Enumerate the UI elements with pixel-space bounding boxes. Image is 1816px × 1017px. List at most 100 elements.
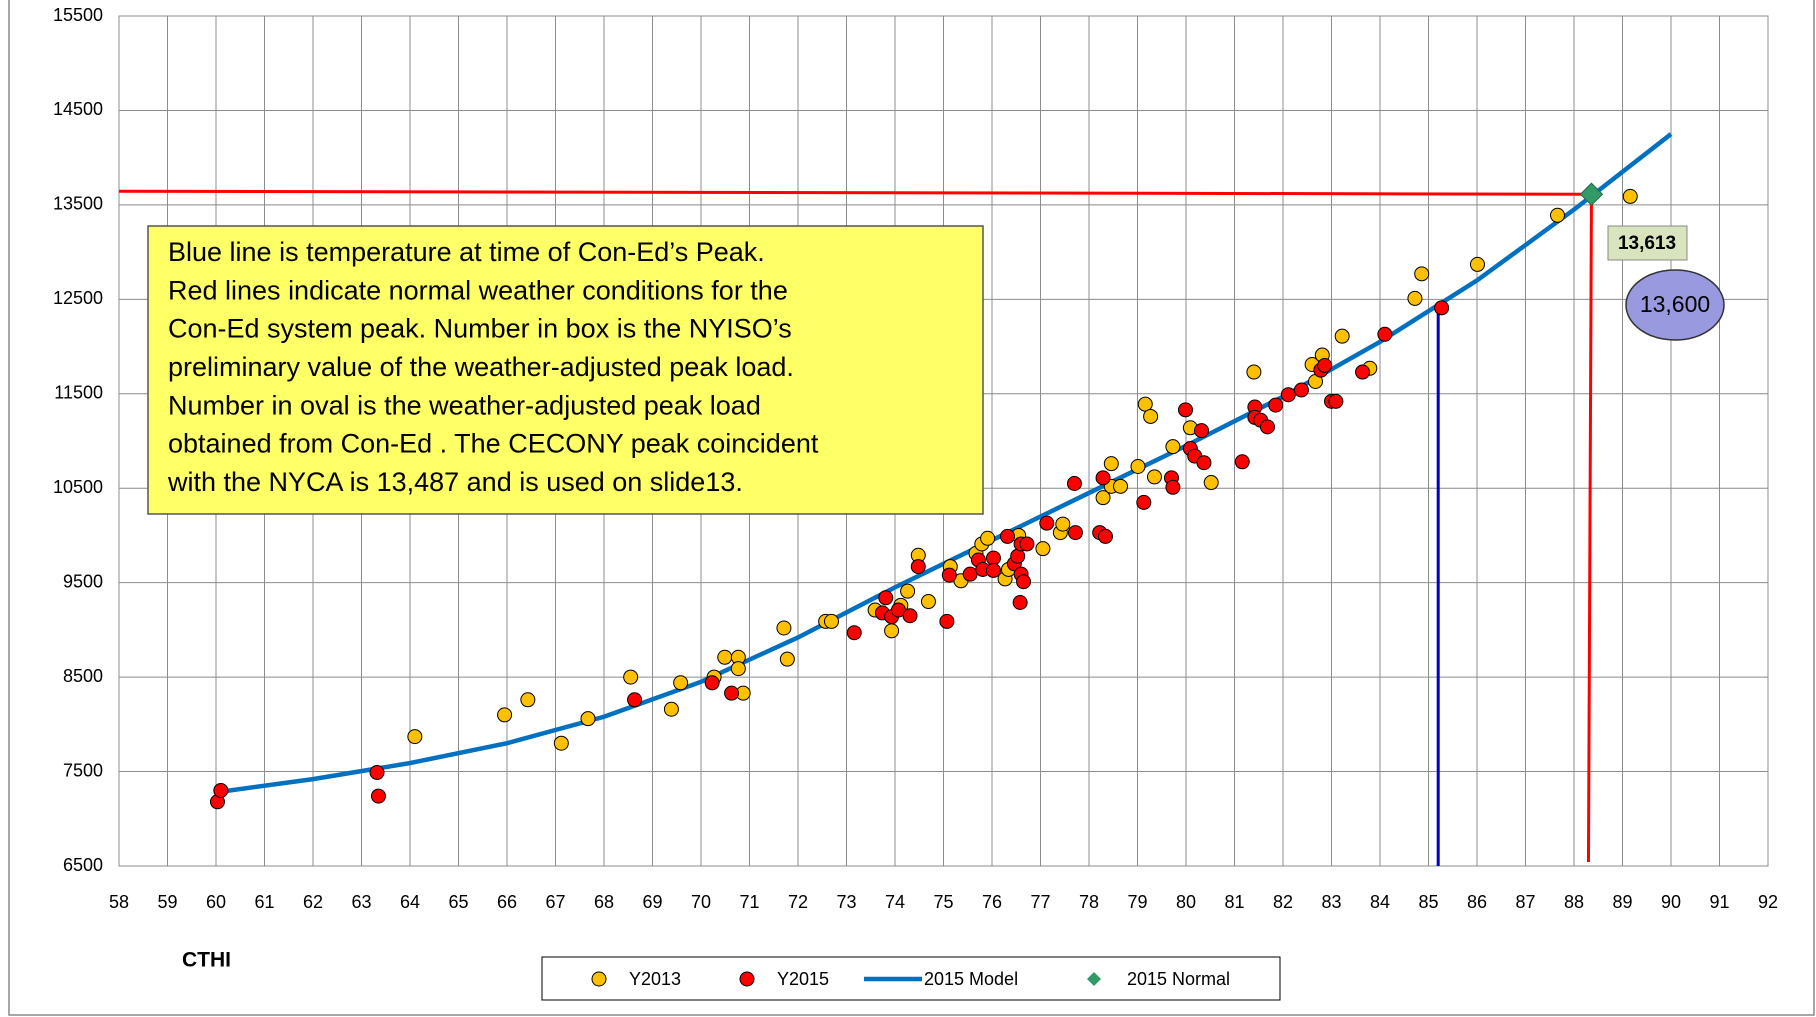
x-tick-label: 85 (1418, 892, 1438, 912)
data-point (1377, 326, 1393, 342)
data-point (1039, 515, 1055, 531)
x-tick-label: 84 (1370, 892, 1390, 912)
data-point (902, 608, 918, 624)
data-point (673, 675, 689, 691)
x-tick-label: 67 (545, 892, 565, 912)
data-point (580, 711, 596, 727)
data-point (1012, 595, 1028, 610)
data-point (717, 649, 733, 665)
data-point (370, 788, 386, 804)
data-point (884, 623, 900, 639)
data-point (1019, 536, 1035, 552)
data-point (1143, 408, 1159, 424)
data-point (1178, 402, 1194, 418)
data-point (1095, 490, 1111, 506)
x-tick-label: 73 (836, 892, 856, 912)
x-tick-label: 59 (157, 892, 177, 912)
data-point (1334, 328, 1350, 344)
legend-label: Y2015 (777, 969, 829, 989)
data-point (623, 669, 639, 685)
data-point (1407, 290, 1423, 306)
note-line: obtained from Con-Ed . The CECONY peak c… (168, 429, 819, 459)
y-tick-label: 9500 (63, 571, 103, 591)
x-tick-label: 71 (739, 892, 759, 912)
data-point (1434, 300, 1450, 316)
data-point (1010, 548, 1026, 564)
value-label-box (1607, 225, 1688, 261)
legend-marker (1087, 972, 1101, 986)
data-point (1194, 423, 1210, 439)
y-tick-label: 15500 (53, 5, 103, 25)
data-point (1000, 528, 1016, 544)
x-tick-label: 79 (1127, 892, 1147, 912)
note-line: Blue line is temperature at time of Con-… (168, 237, 765, 267)
x-tick-label: 66 (497, 892, 517, 912)
x-tick-label: 63 (351, 892, 371, 912)
data-point (1268, 397, 1284, 413)
data-point (553, 735, 569, 751)
x-tick-label: 92 (1758, 892, 1778, 912)
x-tick-label: 64 (400, 892, 420, 912)
data-point (900, 583, 916, 599)
y-tick-label: 13500 (53, 194, 103, 214)
x-tick-label: 90 (1661, 892, 1681, 912)
data-point (939, 613, 955, 629)
data-point (1137, 396, 1153, 412)
note-line: preliminary value of the weather-adjuste… (168, 352, 794, 382)
y-tick-label: 11500 (54, 383, 103, 403)
data-point (910, 559, 926, 575)
x-tick-label: 61 (254, 892, 274, 912)
data-point (1165, 439, 1181, 455)
data-point (1035, 541, 1051, 557)
note-line: Con-Ed system peak. Number in box is the… (168, 314, 792, 344)
x-tick-label: 62 (303, 892, 323, 912)
data-point (1146, 469, 1162, 485)
x-tick-label: 65 (448, 892, 468, 912)
data-point (980, 530, 996, 546)
x-axis-label: CTHI (182, 949, 231, 972)
data-point (1130, 459, 1146, 474)
normal-point (1579, 182, 1604, 206)
x-tick-label: 80 (1176, 892, 1196, 912)
data-point (1246, 364, 1262, 380)
x-tick-label: 70 (691, 892, 711, 912)
oval (1625, 269, 1725, 341)
data-point (1067, 525, 1083, 541)
data-point (1103, 456, 1119, 472)
x-tick-label: 60 (206, 892, 226, 912)
x-tick-label: 78 (1079, 892, 1099, 912)
legend-marker (739, 971, 755, 987)
data-point (985, 562, 1001, 578)
y-tick-label: 12500 (53, 288, 103, 308)
data-point (1203, 475, 1219, 491)
x-tick-label: 89 (1612, 892, 1632, 912)
data-point (1293, 382, 1309, 398)
legend-label: 2015 Normal (1127, 969, 1230, 989)
legend-label: 2015 Model (924, 969, 1018, 989)
y-tick-label: 7500 (63, 760, 103, 780)
data-point (1066, 476, 1082, 491)
legend-label: Y2013 (629, 969, 681, 989)
data-point (1622, 188, 1638, 204)
legend: Y2013 Y2015 2015 Model 2015 Normal (541, 956, 1281, 1001)
y-tick-label: 14500 (53, 99, 103, 119)
data-point (962, 566, 978, 582)
x-tick-label: 76 (982, 892, 1002, 912)
note-box (147, 225, 984, 515)
data-point (1055, 516, 1071, 532)
data-point (941, 567, 957, 583)
data-point (520, 692, 536, 708)
data-point (497, 707, 513, 723)
data-point (704, 675, 720, 691)
data-point (213, 782, 229, 798)
x-tick-label: 86 (1467, 892, 1487, 912)
normal-horizontal-line (118, 189, 1592, 196)
data-point (846, 625, 862, 641)
data-point (1355, 364, 1371, 380)
data-point (627, 692, 643, 708)
data-point (823, 613, 839, 629)
x-tick-label: 72 (788, 892, 808, 912)
legend-marker (591, 971, 607, 987)
value-label: 13,613 (1618, 233, 1676, 254)
data-point (663, 701, 679, 717)
